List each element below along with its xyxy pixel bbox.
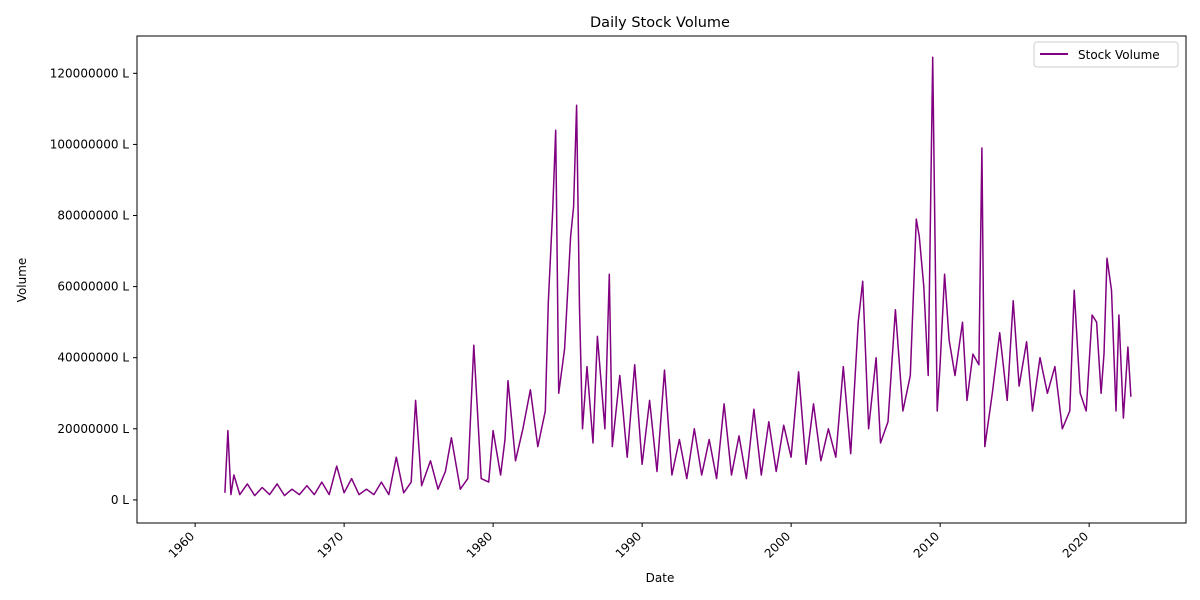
y-tick-label: 120000000 L [50,66,130,80]
y-tick-label: 80000000 L [57,209,129,223]
y-tick-label: 40000000 L [57,351,129,365]
y-tick-label: 0 L [111,493,129,507]
plot-frame [136,35,1187,524]
legend: Stock Volume [1033,41,1179,68]
legend-box [1033,41,1179,68]
y-tick-label: 20000000 L [57,422,129,436]
y-axis: 0 L 20000000 L 40000000 L 60000000 L 8000000… [50,66,137,507]
y-tick-label: 100000000 L [50,137,130,151]
chart-title: Daily Stock Volume [590,15,730,31]
legend-label: Stock Volume [1078,48,1160,62]
x-axis-label: Date [646,571,675,585]
series-line-stock-volume [224,56,1132,497]
y-tick-label: 60000000 L [57,280,129,294]
series-layer [224,56,1132,497]
y-axis-label: Volume [15,258,29,303]
